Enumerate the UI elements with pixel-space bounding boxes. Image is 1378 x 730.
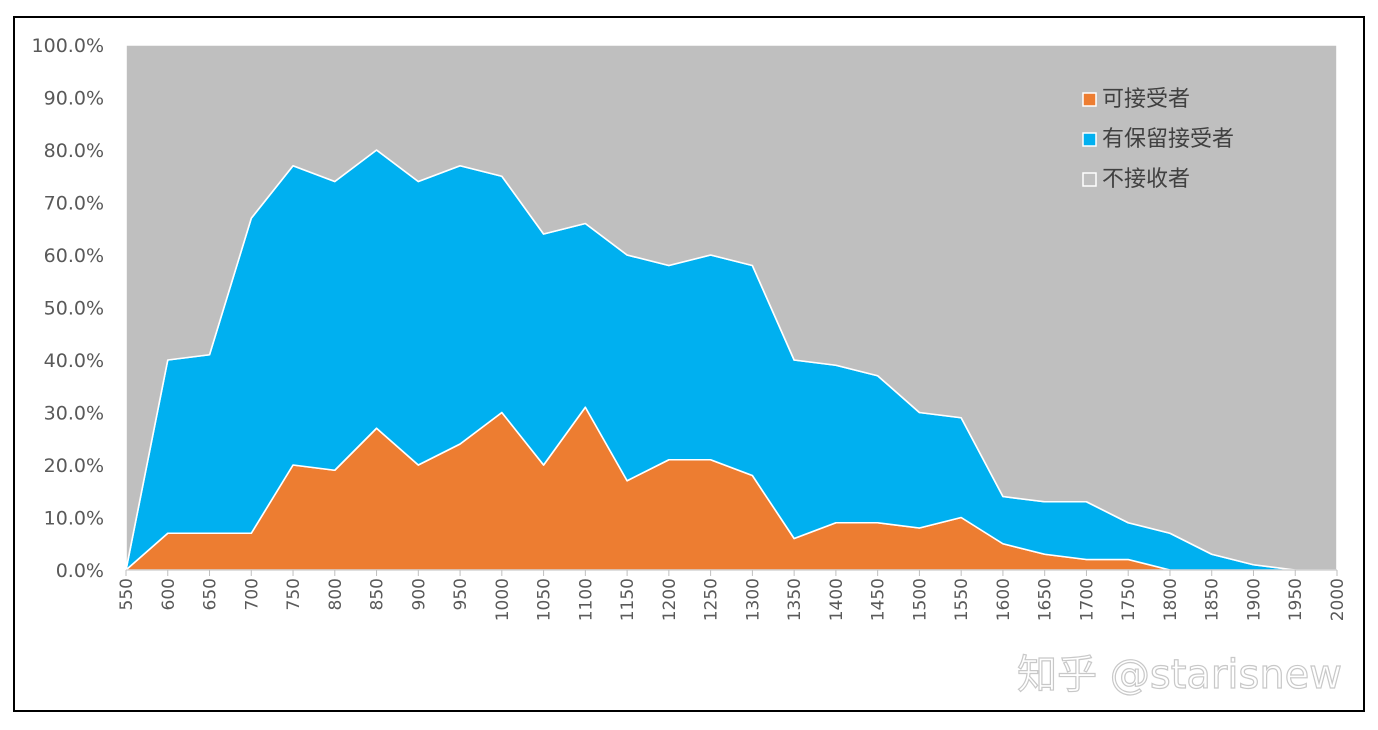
x-tick-label: 700 xyxy=(242,578,262,610)
x-tick-label: 550 xyxy=(117,578,137,610)
x-tick-label: 1150 xyxy=(618,578,638,621)
legend-label-3: 不接收者 xyxy=(1102,167,1190,192)
y-tick-label: 20.0% xyxy=(44,455,104,477)
x-tick-label: 1650 xyxy=(1036,578,1056,621)
x-tick-label: 850 xyxy=(368,578,388,610)
watermark-text: 知乎 @starisnew xyxy=(1017,652,1342,698)
x-tick-label: 1050 xyxy=(535,578,555,621)
x-tick-label: 1000 xyxy=(493,578,513,621)
x-tick-label: 1300 xyxy=(743,578,763,621)
x-tick-label: 600 xyxy=(159,578,179,610)
x-tick-label: 1900 xyxy=(1244,578,1264,621)
x-tick-label: 1850 xyxy=(1203,578,1223,621)
x-tick-label: 950 xyxy=(451,578,471,610)
x-tick-label: 1100 xyxy=(576,578,596,621)
x-tick-label: 1950 xyxy=(1286,578,1306,621)
y-tick-label: 70.0% xyxy=(44,193,104,215)
x-tick-label: 1750 xyxy=(1119,578,1139,621)
plot-area xyxy=(125,44,1338,571)
y-tick-label: 60.0% xyxy=(44,245,104,267)
x-tick-label: 1450 xyxy=(869,578,889,621)
x-tick-label: 2000 xyxy=(1328,578,1348,621)
y-tick-label: 50.0% xyxy=(44,298,104,320)
x-tick-label: 800 xyxy=(326,578,346,610)
x-tick-label: 650 xyxy=(201,578,221,610)
legend-swatch-3 xyxy=(1082,172,1097,187)
x-tick-label: 1600 xyxy=(994,578,1014,621)
y-tick-label: 0.0% xyxy=(56,560,104,582)
legend-swatch-2 xyxy=(1082,132,1097,147)
y-tick-label: 80.0% xyxy=(44,140,104,162)
x-tick-label: 1700 xyxy=(1077,578,1097,621)
x-tick-label: 1500 xyxy=(910,578,930,621)
y-tick-label: 40.0% xyxy=(44,350,104,372)
x-tick-label: 1350 xyxy=(785,578,805,621)
x-tick-label: 1550 xyxy=(952,578,972,621)
x-tick-label: 1200 xyxy=(660,578,680,621)
x-tick-label: 1400 xyxy=(827,578,847,621)
y-tick-label: 100.0% xyxy=(32,35,104,57)
legend-label-1: 可接受者 xyxy=(1102,87,1190,112)
x-tick-label: 1800 xyxy=(1161,578,1181,621)
axes: 0.0% 10.0% 20.0% 30.0% 40.0% 50.0% 60.0% 70.0% 8… xyxy=(32,35,1348,621)
y-tick-label: 30.0% xyxy=(44,403,104,425)
y-tick-label: 10.0% xyxy=(44,508,104,530)
x-tick-label: 900 xyxy=(409,578,429,610)
legend-swatch-1 xyxy=(1082,92,1097,107)
legend-label-2: 有保留接受者 xyxy=(1102,127,1234,152)
x-tick-label: 750 xyxy=(284,578,304,610)
y-tick-label: 90.0% xyxy=(44,88,104,110)
x-tick-label: 1250 xyxy=(702,578,722,621)
